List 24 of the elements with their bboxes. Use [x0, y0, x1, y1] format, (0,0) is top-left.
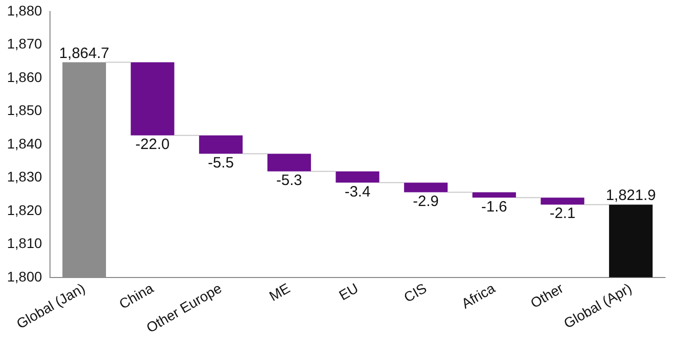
data-label: -3.4 — [344, 183, 370, 200]
x-tick-label: China — [116, 280, 156, 312]
x-tick-label: CIS — [401, 280, 430, 306]
y-tick-label: 1,800 — [6, 268, 42, 284]
data-label: -2.9 — [412, 192, 439, 210]
y-tick-label: 1,860 — [6, 68, 42, 85]
y-tick-label: 1,850 — [6, 102, 42, 118]
y-tick-label: 1,820 — [6, 202, 42, 218]
x-tick-label: Other — [528, 280, 566, 312]
data-label: -1.6 — [481, 198, 508, 216]
y-tick-label: 1,870 — [6, 36, 42, 52]
y-tick-label: 1,840 — [6, 135, 42, 152]
data-label: -5.5 — [208, 154, 234, 172]
x-tick-label: ME — [266, 280, 293, 304]
y-tick-label: 1,880 — [6, 2, 42, 18]
data-label: -5.3 — [276, 172, 302, 189]
y-tick-label: 1,810 — [6, 235, 42, 252]
data-label: -22.0 — [135, 136, 170, 154]
x-tick-label: Africa — [458, 280, 498, 312]
x-tick-label: EU — [336, 280, 361, 304]
data-label: 1,864.7 — [59, 44, 110, 62]
y-tick-label: 1,830 — [6, 168, 42, 185]
data-label: 1,821.9 — [606, 187, 656, 204]
data-label: -2.1 — [550, 205, 576, 222]
